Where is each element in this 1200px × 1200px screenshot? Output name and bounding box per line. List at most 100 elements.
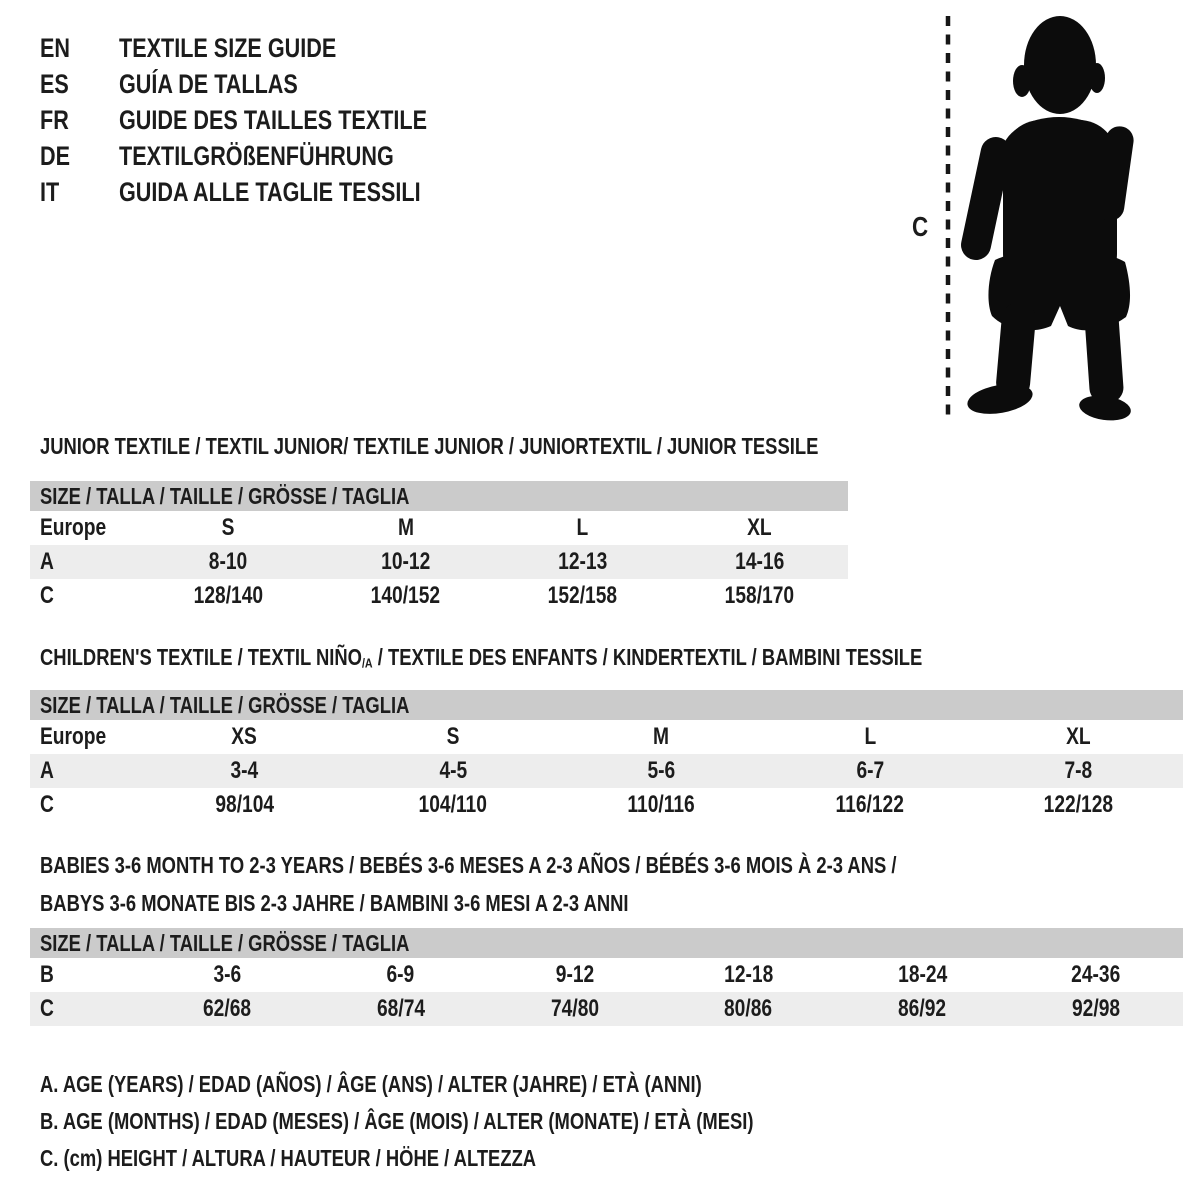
cell-text: 24-36	[1071, 961, 1121, 988]
row-label: B	[30, 961, 140, 989]
language-row-es: ES GUÍA DE TALLAS	[40, 66, 504, 102]
table-cell: XL	[671, 514, 848, 542]
row-label-text: A	[40, 757, 54, 784]
language-title-text: GUIDA ALLE TAGLIE TESSILI	[119, 176, 421, 207]
language-title: GUIDA ALLE TAGLIE TESSILI	[119, 177, 496, 208]
cell-text: L	[576, 514, 589, 541]
height-figure: C	[0, 0, 1200, 440]
junior-section-title-text: JUNIOR TEXTILE / TEXTIL JUNIOR/ TEXTILE …	[40, 433, 819, 459]
table-row: Europe XS S M L XL	[30, 720, 1183, 754]
language-code: ES	[40, 69, 119, 100]
table-cell: 86/92	[835, 995, 1009, 1023]
row-label: C	[30, 582, 140, 610]
table-cell: 4-5	[349, 757, 558, 785]
table-cell: 12-18	[661, 961, 835, 989]
babies-title-line1-text: BABIES 3-6 MONTH TO 2-3 YEARS / BEBÉS 3-…	[40, 852, 897, 878]
language-title-list: EN TEXTILE SIZE GUIDE ES GUÍA DE TALLAS …	[40, 30, 504, 210]
language-row-de: DE TEXTILGRÖßENFÜHRUNG	[40, 138, 504, 174]
language-row-en: EN TEXTILE SIZE GUIDE	[40, 30, 504, 66]
language-row-it: IT GUIDA ALLE TAGLIE TESSILI	[40, 174, 504, 210]
table-cell: L	[766, 723, 975, 751]
table-cell: 5-6	[557, 757, 766, 785]
cell-text: 8-10	[209, 548, 248, 575]
table-cell: 152/158	[494, 582, 671, 610]
title-prefix: CHILDREN'S TEXTILE / TEXTIL NIÑO	[40, 644, 362, 670]
row-label-text: A	[40, 548, 54, 575]
cell-text: 6-9	[386, 961, 415, 988]
table-cell: 104/110	[349, 791, 558, 819]
table-cell: M	[317, 514, 494, 542]
table-row: A 3-4 4-5 5-6 6-7 7-8	[30, 754, 1183, 788]
table-cell: 10-12	[317, 548, 494, 576]
table-cell: M	[557, 723, 766, 751]
language-title-text: TEXTILE SIZE GUIDE	[119, 32, 337, 63]
table-cell: 122/128	[974, 791, 1183, 819]
language-code-text: FR	[40, 104, 69, 135]
language-title: GUIDE DES TAILLES TEXTILE	[119, 105, 504, 136]
row-label-text: Europe	[40, 514, 107, 541]
cell-text: 12-13	[557, 548, 608, 575]
table-cell: 3-6	[140, 961, 314, 989]
cell-text: 104/110	[418, 791, 488, 818]
row-label: C	[30, 791, 140, 819]
babies-title-line1: BABIES 3-6 MONTH TO 2-3 YEARS / BEBÉS 3-…	[40, 846, 1111, 884]
cell-text: XL	[747, 514, 772, 541]
cell-text: 140/152	[370, 582, 441, 609]
table-cell: 68/74	[314, 995, 488, 1023]
cell-text: 68/74	[376, 995, 425, 1022]
table-cell: S	[140, 514, 317, 542]
cell-text: XL	[1066, 723, 1091, 750]
language-title-text: TEXTILGRÖßENFÜHRUNG	[119, 140, 394, 171]
row-label-text: C	[40, 995, 54, 1022]
junior-size-table: SIZE / TALLA / TAILLE / GRÖSSE / TAGLIA …	[30, 481, 848, 613]
size-header-bar: SIZE / TALLA / TAILLE / GRÖSSE / TAGLIA	[30, 690, 1183, 720]
language-title-text: GUÍA DE TALLAS	[119, 68, 298, 99]
table-row: C 62/68 68/74 74/80 80/86 86/92 92/98	[30, 992, 1183, 1026]
cell-text: 98/104	[214, 791, 274, 818]
legend-line-a: A. AGE (YEARS) / EDAD (AÑOS) / ÂGE (ANS)…	[40, 1066, 932, 1103]
table-cell: 110/116	[557, 791, 766, 819]
legend-line-b: B. AGE (MONTHS) / EDAD (MESES) / ÂGE (MO…	[40, 1103, 932, 1140]
table-cell: 6-7	[766, 757, 975, 785]
table-cell: 158/170	[671, 582, 848, 610]
title-suffix: / TEXTILE DES ENFANTS / KINDERTEXTIL / B…	[372, 644, 923, 670]
cell-text: 92/98	[1072, 995, 1121, 1022]
table-cell: 62/68	[140, 995, 314, 1023]
table-cell: S	[349, 723, 558, 751]
toddler-silhouette-icon	[961, 16, 1134, 421]
row-label: A	[30, 757, 140, 785]
language-title: TEXTILGRÖßENFÜHRUNG	[119, 141, 463, 172]
cell-text: 12-18	[723, 961, 773, 988]
size-header-text: SIZE / TALLA / TAILLE / GRÖSSE / TAGLIA	[40, 482, 410, 509]
children-section-title-text: CHILDREN'S TEXTILE / TEXTIL NIÑO/A / TEX…	[40, 643, 922, 677]
cell-text: 6-7	[856, 757, 884, 784]
cell-text: 4-5	[439, 757, 467, 784]
table-cell: XS	[140, 723, 349, 751]
table-cell: 98/104	[140, 791, 349, 819]
table-cell: 74/80	[488, 995, 662, 1023]
language-code: EN	[40, 33, 119, 64]
language-code: DE	[40, 141, 119, 172]
junior-section-title: JUNIOR TEXTILE / TEXTIL JUNIOR/ TEXTILE …	[40, 432, 1013, 460]
row-label-text: Europe	[40, 723, 107, 750]
cell-text: L	[864, 723, 876, 750]
language-title: TEXTILE SIZE GUIDE	[119, 33, 391, 64]
cell-text: 116/122	[835, 791, 905, 818]
table-cell: 6-9	[314, 961, 488, 989]
height-dashed-line	[945, 16, 951, 418]
row-label: A	[30, 548, 140, 576]
language-code-text: EN	[40, 32, 71, 63]
cell-text: 5-6	[647, 757, 676, 784]
language-title: GUÍA DE TALLAS	[119, 69, 343, 100]
table-row: C 98/104 104/110 110/116 116/122 122/128	[30, 788, 1183, 822]
table-cell: 140/152	[317, 582, 494, 610]
language-title-text: GUIDE DES TAILLES TEXTILE	[119, 104, 428, 135]
babies-size-table: SIZE / TALLA / TAILLE / GRÖSSE / TAGLIA …	[30, 928, 1183, 1026]
cell-text: 80/86	[724, 995, 773, 1022]
size-header-text: SIZE / TALLA / TAILLE / GRÖSSE / TAGLIA	[40, 691, 410, 718]
cell-text: 128/140	[193, 582, 264, 609]
language-code-text: ES	[40, 68, 69, 99]
cell-text: 152/158	[547, 582, 618, 609]
table-cell: L	[494, 514, 671, 542]
table-cell: 8-10	[140, 548, 317, 576]
